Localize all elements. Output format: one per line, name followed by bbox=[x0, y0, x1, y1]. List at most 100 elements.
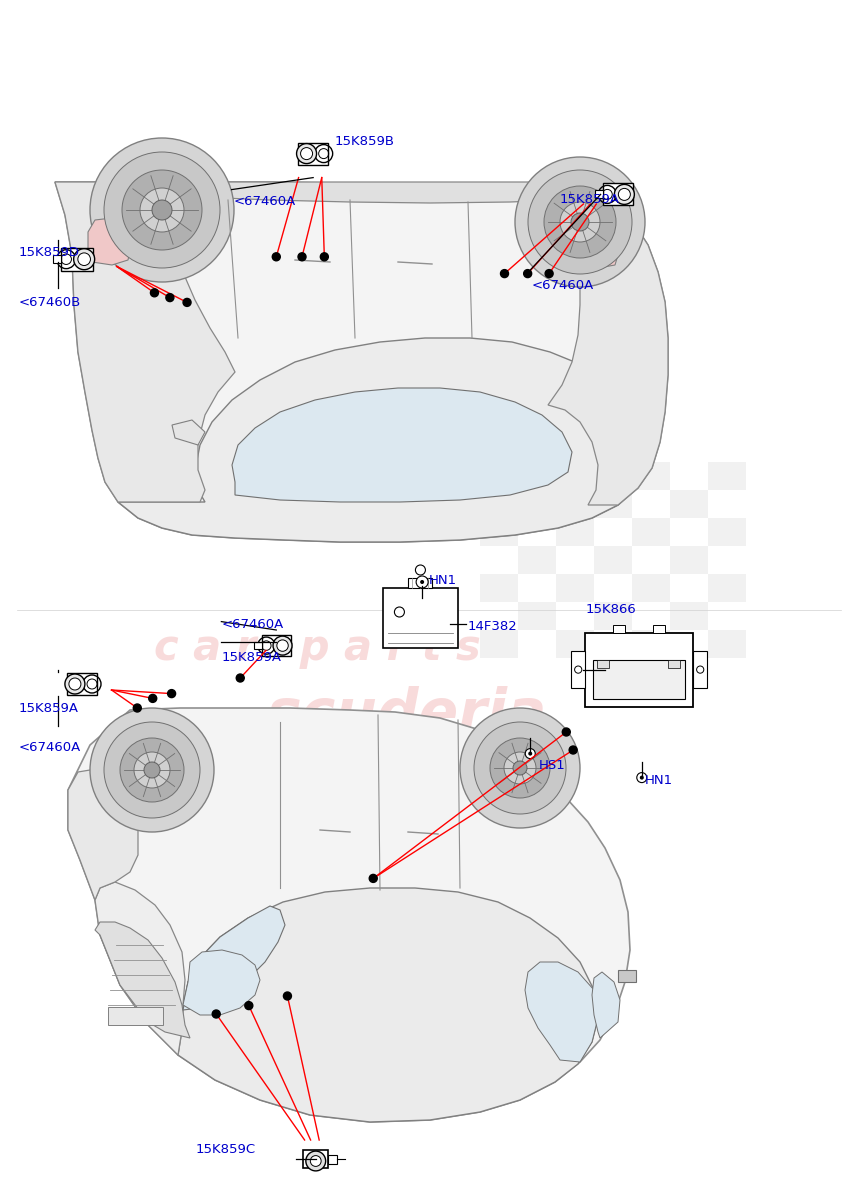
Circle shape bbox=[416, 576, 428, 588]
Circle shape bbox=[277, 640, 288, 652]
Text: HN1: HN1 bbox=[645, 774, 674, 786]
Bar bbox=[299, 150, 306, 157]
Text: 14F382: 14F382 bbox=[468, 620, 517, 632]
Circle shape bbox=[148, 695, 157, 702]
Circle shape bbox=[571, 214, 589, 230]
Polygon shape bbox=[172, 420, 205, 445]
Circle shape bbox=[500, 270, 509, 277]
Bar bbox=[67, 680, 75, 688]
Text: <67460A: <67460A bbox=[532, 280, 595, 292]
Bar bbox=[108, 1007, 163, 1025]
Circle shape bbox=[305, 1151, 326, 1171]
Bar bbox=[557, 574, 595, 602]
Bar bbox=[408, 578, 432, 588]
Circle shape bbox=[515, 157, 645, 287]
Circle shape bbox=[90, 708, 214, 832]
Bar bbox=[480, 574, 518, 602]
Text: <67460A: <67460A bbox=[19, 742, 82, 754]
Circle shape bbox=[144, 762, 160, 778]
Circle shape bbox=[300, 148, 312, 160]
Bar bbox=[571, 652, 585, 688]
Circle shape bbox=[133, 704, 142, 712]
Circle shape bbox=[525, 749, 535, 758]
Circle shape bbox=[104, 152, 220, 268]
Circle shape bbox=[369, 875, 378, 882]
Circle shape bbox=[528, 170, 632, 274]
Circle shape bbox=[490, 738, 550, 798]
Text: 15K859B: 15K859B bbox=[335, 136, 395, 148]
Circle shape bbox=[183, 299, 191, 306]
Bar bbox=[632, 518, 670, 546]
Polygon shape bbox=[548, 194, 668, 505]
Polygon shape bbox=[575, 220, 620, 268]
Circle shape bbox=[245, 1002, 253, 1009]
Text: 15K859D: 15K859D bbox=[19, 246, 80, 258]
Text: <67460B: <67460B bbox=[19, 296, 82, 308]
Circle shape bbox=[78, 253, 90, 265]
Bar bbox=[518, 602, 557, 630]
Circle shape bbox=[311, 1156, 321, 1166]
Bar bbox=[613, 625, 625, 632]
Text: 15K859A: 15K859A bbox=[221, 652, 281, 664]
Text: c a r   p a r t s: c a r p a r t s bbox=[154, 626, 481, 670]
Bar bbox=[480, 630, 518, 658]
Circle shape bbox=[619, 188, 631, 200]
Text: <67460A: <67460A bbox=[233, 196, 296, 208]
Circle shape bbox=[65, 674, 85, 694]
Polygon shape bbox=[88, 218, 132, 265]
Polygon shape bbox=[232, 388, 572, 502]
Circle shape bbox=[120, 738, 184, 802]
Polygon shape bbox=[95, 922, 190, 1038]
Circle shape bbox=[420, 580, 424, 584]
Circle shape bbox=[614, 185, 634, 204]
Bar bbox=[632, 574, 670, 602]
Text: 15K859A: 15K859A bbox=[19, 702, 79, 714]
Circle shape bbox=[415, 565, 426, 575]
Bar bbox=[518, 490, 557, 518]
Circle shape bbox=[513, 761, 527, 775]
Circle shape bbox=[122, 170, 202, 250]
Polygon shape bbox=[183, 906, 285, 1010]
Bar bbox=[480, 462, 518, 490]
Polygon shape bbox=[68, 770, 138, 900]
Polygon shape bbox=[55, 182, 235, 502]
Text: 15K866: 15K866 bbox=[585, 604, 636, 616]
Circle shape bbox=[69, 678, 81, 690]
Circle shape bbox=[74, 248, 94, 270]
Circle shape bbox=[529, 751, 532, 756]
Bar bbox=[329, 1154, 337, 1164]
Circle shape bbox=[297, 144, 317, 163]
Bar bbox=[593, 660, 686, 698]
Text: 15K859A: 15K859A bbox=[559, 193, 619, 205]
Bar bbox=[53, 254, 62, 263]
Bar bbox=[480, 518, 518, 546]
Text: <67460A: <67460A bbox=[221, 618, 284, 630]
Bar bbox=[653, 625, 665, 632]
Circle shape bbox=[134, 752, 170, 788]
Circle shape bbox=[637, 773, 647, 782]
Circle shape bbox=[104, 722, 200, 818]
Polygon shape bbox=[68, 708, 630, 1122]
Circle shape bbox=[560, 202, 600, 242]
Text: HN1: HN1 bbox=[429, 575, 457, 587]
Bar bbox=[709, 518, 746, 546]
Bar bbox=[557, 630, 595, 658]
Bar bbox=[303, 1150, 329, 1168]
Circle shape bbox=[504, 752, 536, 784]
Bar bbox=[383, 588, 458, 648]
Bar bbox=[618, 970, 636, 982]
Bar bbox=[693, 652, 707, 688]
Polygon shape bbox=[95, 882, 185, 1055]
Circle shape bbox=[460, 708, 580, 828]
Bar bbox=[597, 660, 609, 667]
Polygon shape bbox=[183, 950, 260, 1015]
Bar bbox=[670, 546, 709, 574]
Text: 15K859C: 15K859C bbox=[196, 1144, 256, 1156]
Circle shape bbox=[90, 138, 234, 282]
Text: HS1: HS1 bbox=[539, 760, 565, 772]
Circle shape bbox=[569, 746, 577, 754]
Text: scuderia: scuderia bbox=[266, 685, 547, 743]
Circle shape bbox=[545, 270, 553, 277]
Bar bbox=[632, 630, 670, 658]
Bar bbox=[557, 518, 595, 546]
